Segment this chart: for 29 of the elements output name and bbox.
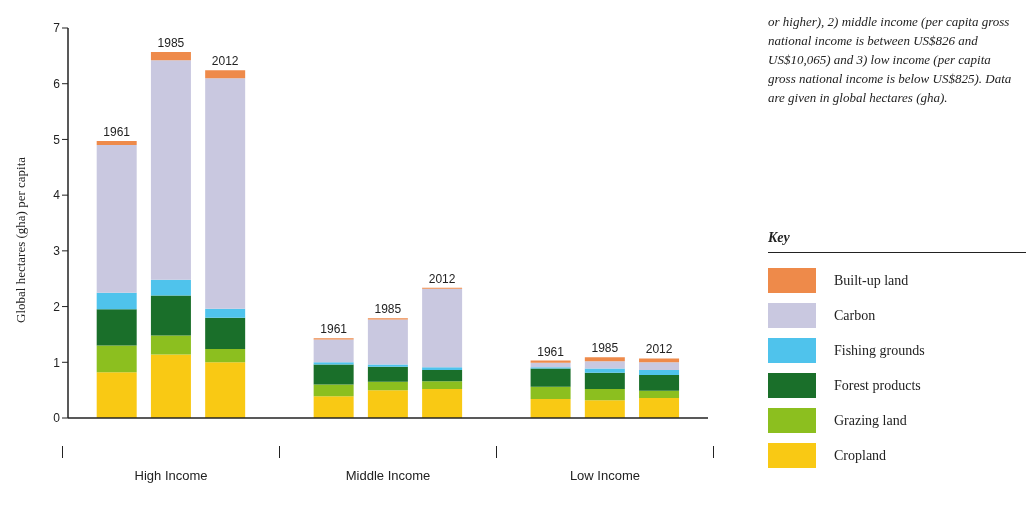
y-tick-label: 1: [53, 355, 61, 370]
legend-label: Forest products: [834, 377, 921, 394]
y-axis-title: Global hectares (gha) per capita: [12, 156, 28, 323]
legend-title: Key: [768, 230, 1026, 253]
text: or higher), 2) middle income (per capita gross national income is between US$826 and US$10,065) and 3) low income (per capita gross national income is below US$825). Data are given in global hectares (gha).: [768, 13, 1013, 107]
x-tick-label: 1961: [537, 344, 565, 359]
legend-label: Cropland: [834, 447, 887, 464]
y-tick-label: 2: [53, 299, 61, 314]
x-tick-label: 1961: [103, 125, 131, 140]
x-tick-label: 1961: [320, 322, 348, 337]
legend-label: Carbon: [834, 307, 876, 324]
legend-label: Built-up land: [834, 272, 909, 289]
text: Middle Income: [344, 468, 432, 483]
legend-label: Grazing land: [834, 412, 907, 429]
y-tick-label: 5: [53, 132, 61, 147]
legend-label: Fishing grounds: [834, 342, 925, 359]
x-tick-label: 1985: [157, 35, 185, 50]
x-tick-label: 2012: [428, 271, 456, 286]
y-tick-label: 3: [53, 244, 61, 259]
y-tick-label: 0: [53, 411, 61, 426]
y-tick-label: 6: [53, 76, 61, 91]
text: Low Income: [568, 468, 641, 483]
y-tick-label: 7: [53, 21, 61, 36]
x-tick-label: 2012: [645, 342, 673, 357]
x-tick-label: 1985: [374, 302, 402, 317]
text: High Income: [133, 468, 209, 483]
x-tick-label: 2012: [211, 54, 239, 69]
y-tick-label: 4: [53, 188, 61, 203]
x-tick-label: 1985: [591, 341, 619, 356]
